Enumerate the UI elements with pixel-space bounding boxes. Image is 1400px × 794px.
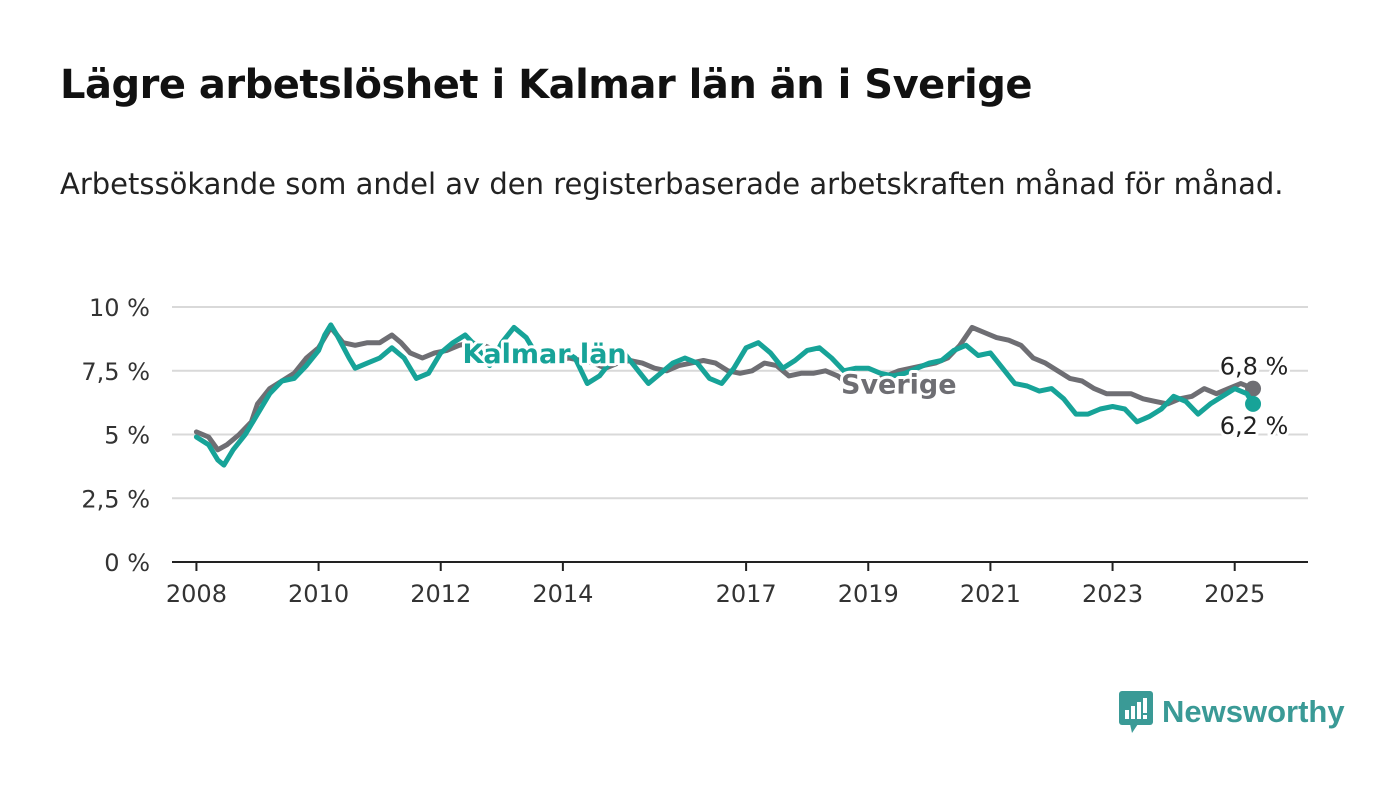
x-tick-label: 2014 — [532, 580, 593, 608]
x-tick-label: 2019 — [838, 580, 899, 608]
newsworthy-logo: Newsworthy — [1118, 690, 1345, 734]
series-line-1 — [193, 322, 1256, 468]
y-tick-label: 10 % — [89, 294, 150, 322]
series-lines — [193, 322, 1262, 468]
chart-title: Lägre arbetslöshet i Kalmar län än i Sve… — [60, 62, 1032, 108]
x-tick-label: 2008 — [166, 580, 227, 608]
x-tick-label: 2025 — [1204, 580, 1265, 608]
brand-name: Newsworthy — [1162, 694, 1345, 729]
series-line-0 — [193, 324, 1256, 453]
chart-subtitle: Arbetssökande som andel av den registerb… — [60, 167, 1284, 201]
y-tick-label: 0 % — [104, 549, 150, 577]
x-tick-label: 2010 — [288, 580, 349, 608]
x-tick-label: 2023 — [1082, 580, 1143, 608]
x-tick-label: 2017 — [716, 580, 777, 608]
series-end-point — [1245, 395, 1262, 412]
series-labels: Kalmar län Sverige 6,8 % 6,2 % — [459, 336, 1291, 443]
x-tick-label: 2021 — [960, 580, 1021, 608]
y-tick-label: 2,5 % — [81, 485, 150, 513]
x-tick-label: 2012 — [410, 580, 471, 608]
y-tick-label: 5 % — [104, 422, 150, 450]
series-name-label: Sverige — [841, 370, 957, 401]
line-chart: 0 % 2,5 % 5 % 7,5 % 10 % 2008 2010 2012 2014 201… — [81, 294, 1308, 608]
y-axis-ticks: 0 % 2,5 % 5 % 7,5 % 10 % — [81, 294, 150, 577]
y-tick-label: 7,5 % — [81, 358, 150, 386]
grid-lines — [172, 306, 1308, 500]
x-axis-ticks: 2008 2010 2012 2014 2017 2019 2021 2023 2025 — [166, 562, 1265, 608]
series-end-label: 6,8 % — [1220, 353, 1289, 381]
bar-chart-speech-bubble-icon — [1119, 691, 1153, 733]
series-name-label: Kalmar län — [462, 339, 626, 370]
series-end-label: 6,2 % — [1220, 412, 1289, 440]
